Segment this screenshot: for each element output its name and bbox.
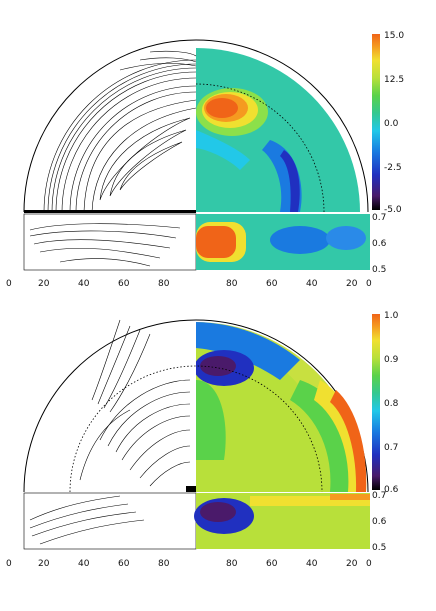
top-x-tick-right: 40 xyxy=(306,279,318,289)
bottom-colorbar xyxy=(372,314,380,490)
bottom-panel: 1.0 0.9 0.8 0.7 0.6 0.7 0.6 0.5 0 20 40 … xyxy=(6,311,399,569)
bottom-side-tick: 0.5 xyxy=(372,543,386,553)
top-x-tick-left: 60 xyxy=(118,279,130,289)
bottom-x-tick-right: 60 xyxy=(266,559,278,569)
bottom-colorbar-tick: 0.8 xyxy=(384,399,399,409)
top-x-tick-right: 20 xyxy=(346,279,358,289)
top-x-tick-left: 0 xyxy=(6,279,12,289)
top-x-tick-right: 60 xyxy=(266,279,278,289)
bottom-dotted-arc xyxy=(69,365,323,493)
bottom-x-tick-left: 60 xyxy=(118,559,130,569)
top-x-tick-left: 40 xyxy=(78,279,90,289)
top-left-streamlines xyxy=(43,50,197,213)
top-x-tick-left: 80 xyxy=(158,279,170,289)
top-outer-arc xyxy=(23,39,369,213)
bottom-x-tick-right: 40 xyxy=(306,559,318,569)
bottom-colorbar-tick: 0.9 xyxy=(384,355,399,365)
top-colorbar-tick: 12.5 xyxy=(384,75,404,85)
bottom-x-tick-left: 0 xyxy=(6,559,12,569)
top-colorbar xyxy=(372,34,380,210)
bottom-colorbar-tick: 0.6 xyxy=(384,485,399,495)
bottom-x-tick-right: 0 xyxy=(366,559,372,569)
top-strip: 0.7 0.6 0.5 xyxy=(23,213,387,275)
top-colorbar-tick: -2.5 xyxy=(384,163,402,173)
bottom-side-tick: 0.7 xyxy=(372,491,386,501)
top-colorbar-tick: 0.0 xyxy=(384,119,399,129)
bottom-pole-mark xyxy=(186,486,196,492)
bottom-right-map xyxy=(196,322,367,492)
top-side-tick: 0.6 xyxy=(372,239,387,249)
bottom-colorbar-tick: 1.0 xyxy=(384,311,399,321)
top-right-map xyxy=(196,48,360,212)
bottom-left-streamlines xyxy=(79,319,191,487)
top-x-tick-right: 80 xyxy=(226,279,238,289)
bottom-x-tick-left: 20 xyxy=(38,559,50,569)
top-colorbar-tick: -5.0 xyxy=(384,205,402,215)
bottom-side-tick: 0.6 xyxy=(372,517,387,527)
bottom-x-tick-right: 20 xyxy=(346,559,358,569)
bottom-x-tick-right: 80 xyxy=(226,559,238,569)
bottom-strip: 0.7 0.6 0.5 xyxy=(23,491,387,553)
top-side-tick: 0.7 xyxy=(372,213,386,223)
top-x-tick-left: 20 xyxy=(38,279,50,289)
top-side-tick: 0.5 xyxy=(372,265,386,275)
top-panel: 15.0 12.5 0.0 -2.5 -5.0 0.7 0.6 0.5 0 xyxy=(6,31,404,289)
bottom-colorbar-tick: 0.7 xyxy=(384,443,398,453)
top-equator-bar xyxy=(24,210,196,213)
bottom-x-tick-left: 40 xyxy=(78,559,90,569)
top-colorbar-tick: 15.0 xyxy=(384,31,404,41)
top-x-tick-right: 0 xyxy=(366,279,372,289)
bottom-x-tick-left: 80 xyxy=(158,559,170,569)
